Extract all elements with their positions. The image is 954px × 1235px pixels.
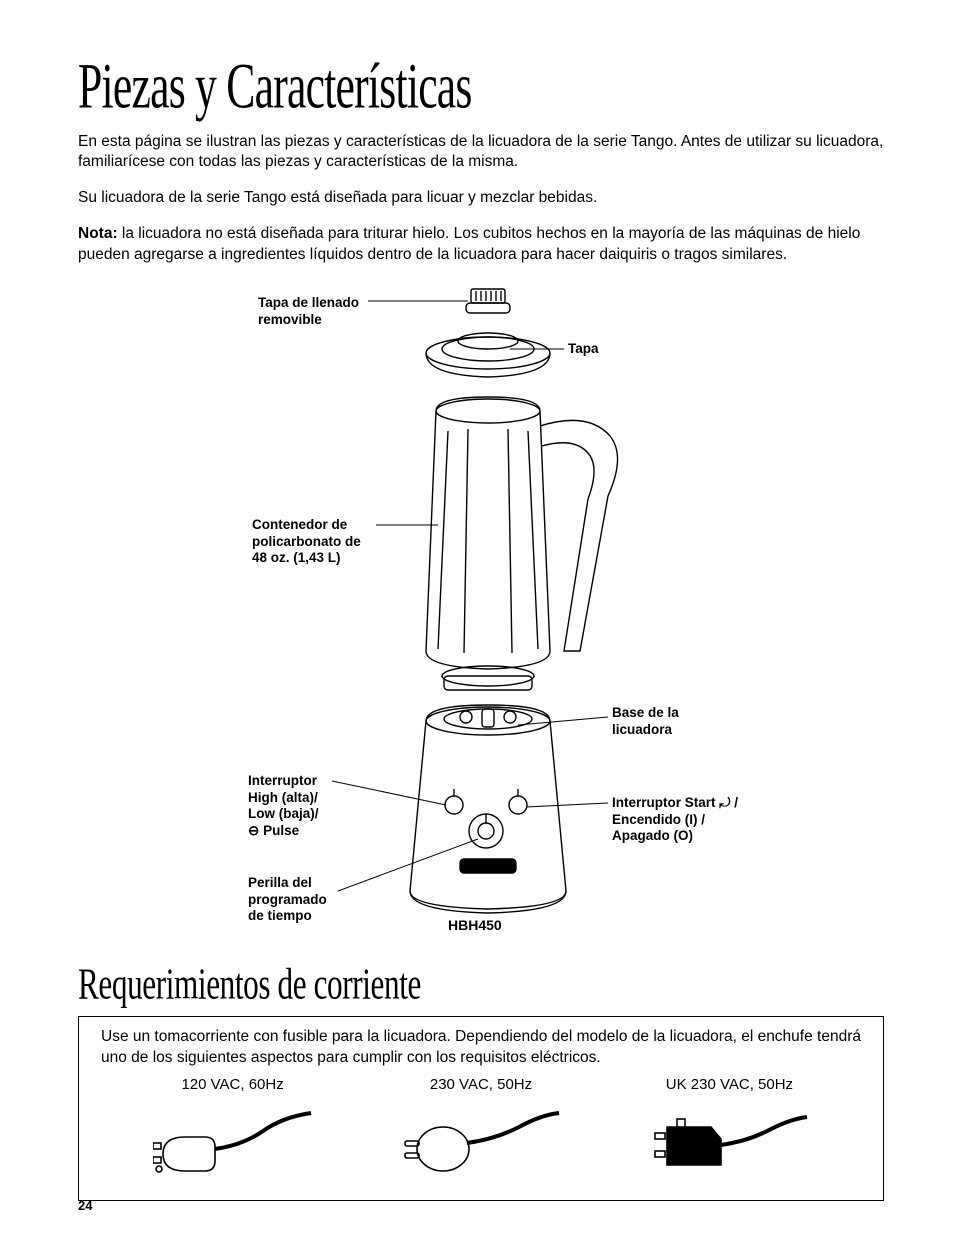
- label-timer-knob: Perilla del programado de tiempo: [248, 875, 327, 926]
- label-container-l3: 48 oz. (1,43 L): [252, 550, 341, 565]
- label-start-l3: Apagado (O): [612, 828, 693, 843]
- plug-230v-label: 230 VAC, 50Hz: [369, 1075, 592, 1095]
- plug-row: 120 VAC, 60Hz 230 VAC, 50Hz: [101, 1075, 861, 1186]
- label-container: Contenedor de policarbonato de 48 oz. (1…: [252, 517, 361, 568]
- label-hl-l3: Low (baja)/: [248, 806, 319, 821]
- plug-uk230v-label: UK 230 VAC, 50Hz: [618, 1075, 841, 1095]
- intro-p3: Nota: la licuadora no está diseñada para…: [78, 224, 884, 264]
- label-hl-l2: High (alta)/: [248, 790, 318, 805]
- label-hl-l4: Pulse: [259, 823, 299, 838]
- power-requirements-box: Use un tomacorriente con fusible para la…: [78, 1016, 884, 1201]
- label-base: Base de la licuadora: [612, 705, 679, 739]
- intro-p1: En esta página se ilustran las piezas y …: [78, 132, 884, 172]
- label-start-l1a: Interruptor Start: [612, 795, 719, 810]
- label-base-l2: licuadora: [612, 722, 672, 737]
- label-container-l1: Contenedor de: [252, 517, 347, 532]
- plug-uk230v-icon: [649, 1099, 809, 1179]
- page-number: 24: [78, 1198, 92, 1213]
- label-fill-cap-l2: removible: [258, 312, 322, 327]
- req-text: Use un tomacorriente con fusible para la…: [101, 1027, 861, 1069]
- label-start-l2: Encendido (I) /: [612, 812, 705, 827]
- label-timer-l3: de tiempo: [248, 908, 312, 923]
- section-subtitle: Requerimientos de corriente: [78, 957, 707, 1010]
- intro-note-bold: Nota:: [78, 225, 118, 242]
- label-start-switch: Interruptor Start ⤾ / Encendido (I) / Ap…: [612, 795, 738, 846]
- label-fill-cap: Tapa de llenado removible: [258, 295, 359, 329]
- plug-uk230v: UK 230 VAC, 50Hz: [618, 1075, 841, 1186]
- plug-230v: 230 VAC, 50Hz: [369, 1075, 592, 1186]
- label-switch-high-low: Interruptor High (alta)/ Low (baja)/ ⊖ P…: [248, 773, 319, 841]
- plug-120v-icon: [153, 1099, 313, 1179]
- label-start-l1: Interruptor Start ⤾ /: [612, 795, 738, 810]
- intro-block: En esta página se ilustran las piezas y …: [78, 132, 884, 265]
- label-hl-l1: Interruptor: [248, 773, 317, 788]
- plug-120v-label: 120 VAC, 60Hz: [121, 1075, 344, 1095]
- plug-120v: 120 VAC, 60Hz: [121, 1075, 344, 1186]
- pulse-icon: ⊖: [248, 823, 259, 838]
- label-timer-l2: programado: [248, 892, 327, 907]
- plug-230v-icon: [401, 1099, 561, 1179]
- label-start-l1b: /: [731, 795, 739, 810]
- label-fill-cap-l1: Tapa de llenado: [258, 295, 359, 310]
- parts-diagram: Tapa de llenado removible Tapa Contenedo…: [78, 281, 884, 951]
- model-number: HBH450: [448, 917, 502, 933]
- intro-p2: Su licuadora de la serie Tango está dise…: [78, 188, 884, 208]
- intro-p3-text: la licuadora no está diseñada para tritu…: [78, 225, 860, 262]
- label-timer-l1: Perilla del: [248, 875, 312, 890]
- page-title: Piezas y Características: [78, 50, 707, 124]
- start-icon: ⤾: [719, 795, 730, 810]
- label-base-l1: Base de la: [612, 705, 679, 720]
- label-container-l2: policarbonato de: [252, 534, 361, 549]
- label-lid: Tapa: [568, 341, 599, 358]
